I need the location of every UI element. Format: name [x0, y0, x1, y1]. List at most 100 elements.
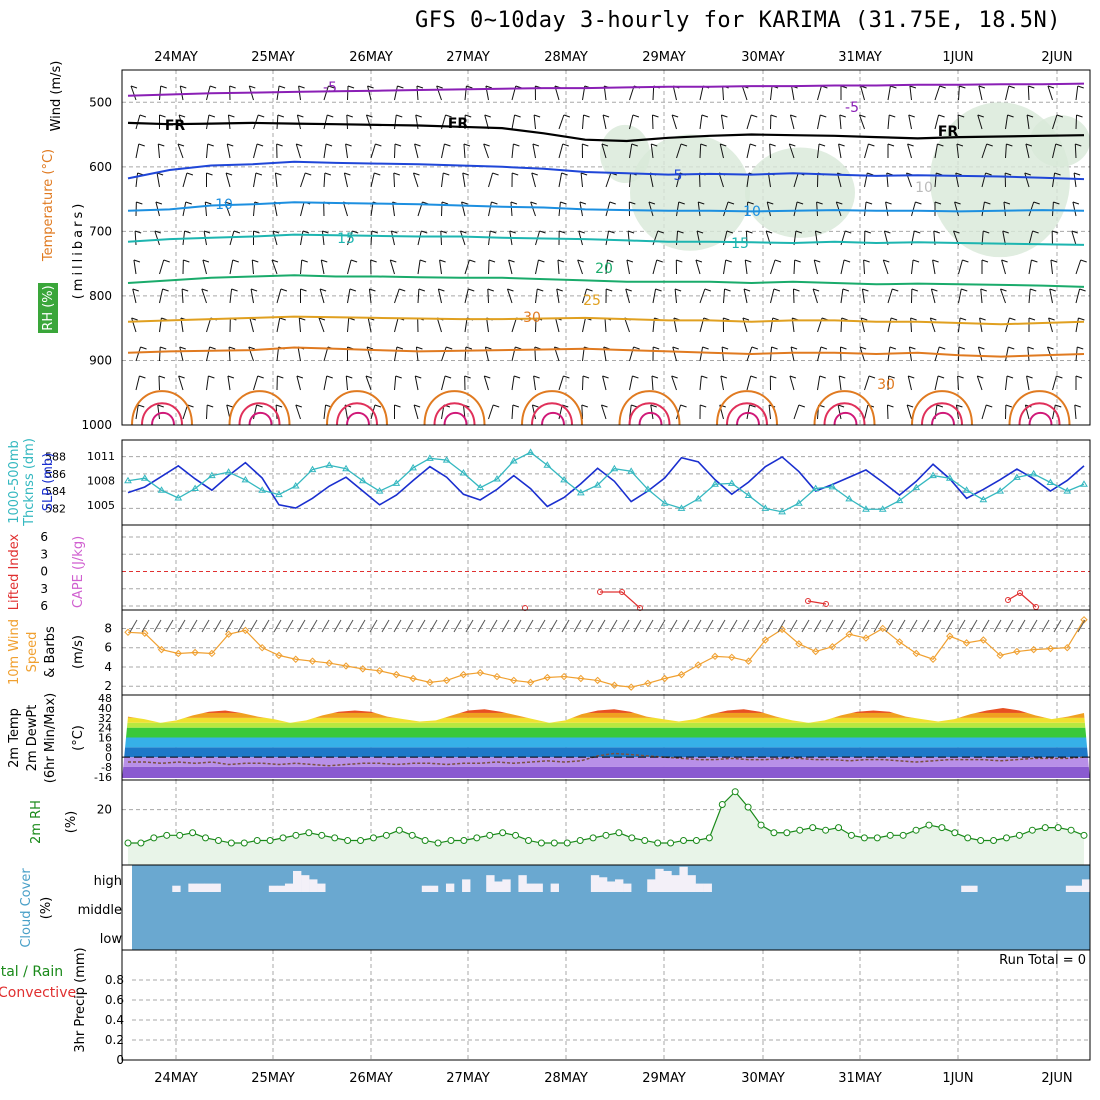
- barb-flag: [631, 143, 638, 147]
- barb-flag: [1009, 317, 1016, 321]
- wind-barb: [652, 288, 662, 304]
- barb-staff: [768, 404, 771, 420]
- barb-flag: [271, 259, 279, 263]
- barb-staff: [910, 317, 912, 333]
- barb-staff: [393, 172, 395, 188]
- wind10-barb: [189, 619, 198, 633]
- temp-band: [122, 717, 1090, 723]
- barb-staff: [860, 317, 865, 333]
- barb-staff: [229, 288, 233, 304]
- wind10-point: [157, 645, 166, 654]
- barb-staff: [723, 259, 727, 275]
- contour-25: [127, 315, 1085, 326]
- barb-flag: [1000, 288, 1007, 292]
- wind-barb: [766, 201, 774, 217]
- contour-FR: [127, 121, 1085, 143]
- wind-barb: [908, 114, 915, 130]
- cloud-high-bar: [655, 868, 664, 892]
- rh2m-point: [1028, 826, 1036, 834]
- barb-staff: [249, 317, 254, 333]
- li-point: [823, 601, 829, 607]
- barb-staff: [1002, 230, 1006, 246]
- contour-30-loop: [131, 390, 193, 426]
- barb-staff: [297, 346, 301, 362]
- barb-flag: [958, 346, 966, 350]
- cloud-high-bar: [1073, 885, 1083, 892]
- wind10-label-barbs: & Barbs: [43, 626, 58, 678]
- rh2m-point: [124, 839, 132, 847]
- wind-barb: [958, 317, 967, 333]
- barb-staff: [864, 404, 869, 420]
- wind-barb: [652, 85, 660, 101]
- upper-air-panel: [127, 82, 1090, 426]
- thickness-point: [727, 479, 736, 486]
- barb-flag: [277, 114, 285, 118]
- barb-staff: [132, 288, 137, 304]
- wind-barb: [958, 259, 969, 275]
- wind10-point: [660, 674, 669, 683]
- barb-flag: [745, 259, 752, 263]
- barb-staff: [1026, 114, 1030, 130]
- barb-flag: [959, 85, 966, 89]
- contour-label: 15: [731, 236, 749, 252]
- wind-barb: [511, 375, 521, 391]
- thickness-point: [476, 483, 485, 491]
- barb-flag: [530, 201, 537, 205]
- barb-staff: [300, 172, 306, 188]
- barb-flag: [1047, 346, 1054, 350]
- barb-flag: [953, 230, 960, 234]
- wind10-label: 10m Wind: [7, 619, 22, 685]
- thickness-point: [711, 480, 719, 487]
- barb-staff: [839, 346, 842, 362]
- barb-staff: [672, 346, 677, 362]
- barb-staff: [911, 201, 916, 217]
- barb-flag: [537, 288, 544, 292]
- wind-barb: [838, 143, 845, 159]
- wind-barb: [511, 114, 521, 130]
- cloud-high-bar: [1065, 885, 1075, 892]
- barb-flag: [305, 172, 312, 176]
- barb-staff: [178, 114, 184, 130]
- barb-flag: [445, 114, 452, 118]
- wind10m-panel: [124, 616, 1088, 691]
- wind-barb: [793, 259, 801, 275]
- wind10-barb: [1065, 619, 1074, 633]
- barb-staff: [770, 288, 775, 304]
- barb-flag: [985, 172, 992, 176]
- thickness-point: [945, 474, 954, 481]
- wind-barb: [229, 317, 237, 333]
- rh2m-point: [680, 836, 688, 844]
- barb-flag: [939, 346, 946, 350]
- wind-barb: [251, 259, 259, 275]
- barb-staff: [699, 143, 702, 159]
- barb-flag: [955, 172, 962, 176]
- wind-barb: [135, 201, 143, 217]
- contour-40-loop: [736, 411, 760, 426]
- contour-35-loop: [726, 402, 768, 426]
- cloud-background: [132, 865, 1090, 950]
- rh2m-point: [1080, 831, 1088, 839]
- barb-flag: [653, 346, 660, 350]
- precip-label-total: Total / Rain: [0, 964, 63, 980]
- barb-staff: [887, 85, 891, 101]
- barb-flag: [770, 114, 778, 118]
- wind10-barb: [201, 619, 210, 633]
- barb-flag: [859, 114, 866, 118]
- rh2m-point: [641, 836, 649, 844]
- barb-flag: [514, 114, 521, 118]
- barb-staff: [1075, 259, 1082, 275]
- wind-barb: [1049, 288, 1056, 304]
- barb-staff: [1005, 114, 1009, 130]
- barb-staff: [206, 404, 208, 420]
- wind-barb: [323, 143, 333, 159]
- wind-barb: [179, 85, 187, 101]
- barb-staff: [652, 288, 657, 304]
- barb-flag: [986, 143, 993, 147]
- li-point: [619, 589, 625, 595]
- wind-barb: [864, 143, 875, 159]
- wind-barb: [788, 143, 796, 159]
- temp-bands: [122, 708, 1090, 778]
- barb-flag: [367, 85, 374, 89]
- barb-staff: [179, 85, 184, 101]
- wind-barb: [368, 288, 376, 304]
